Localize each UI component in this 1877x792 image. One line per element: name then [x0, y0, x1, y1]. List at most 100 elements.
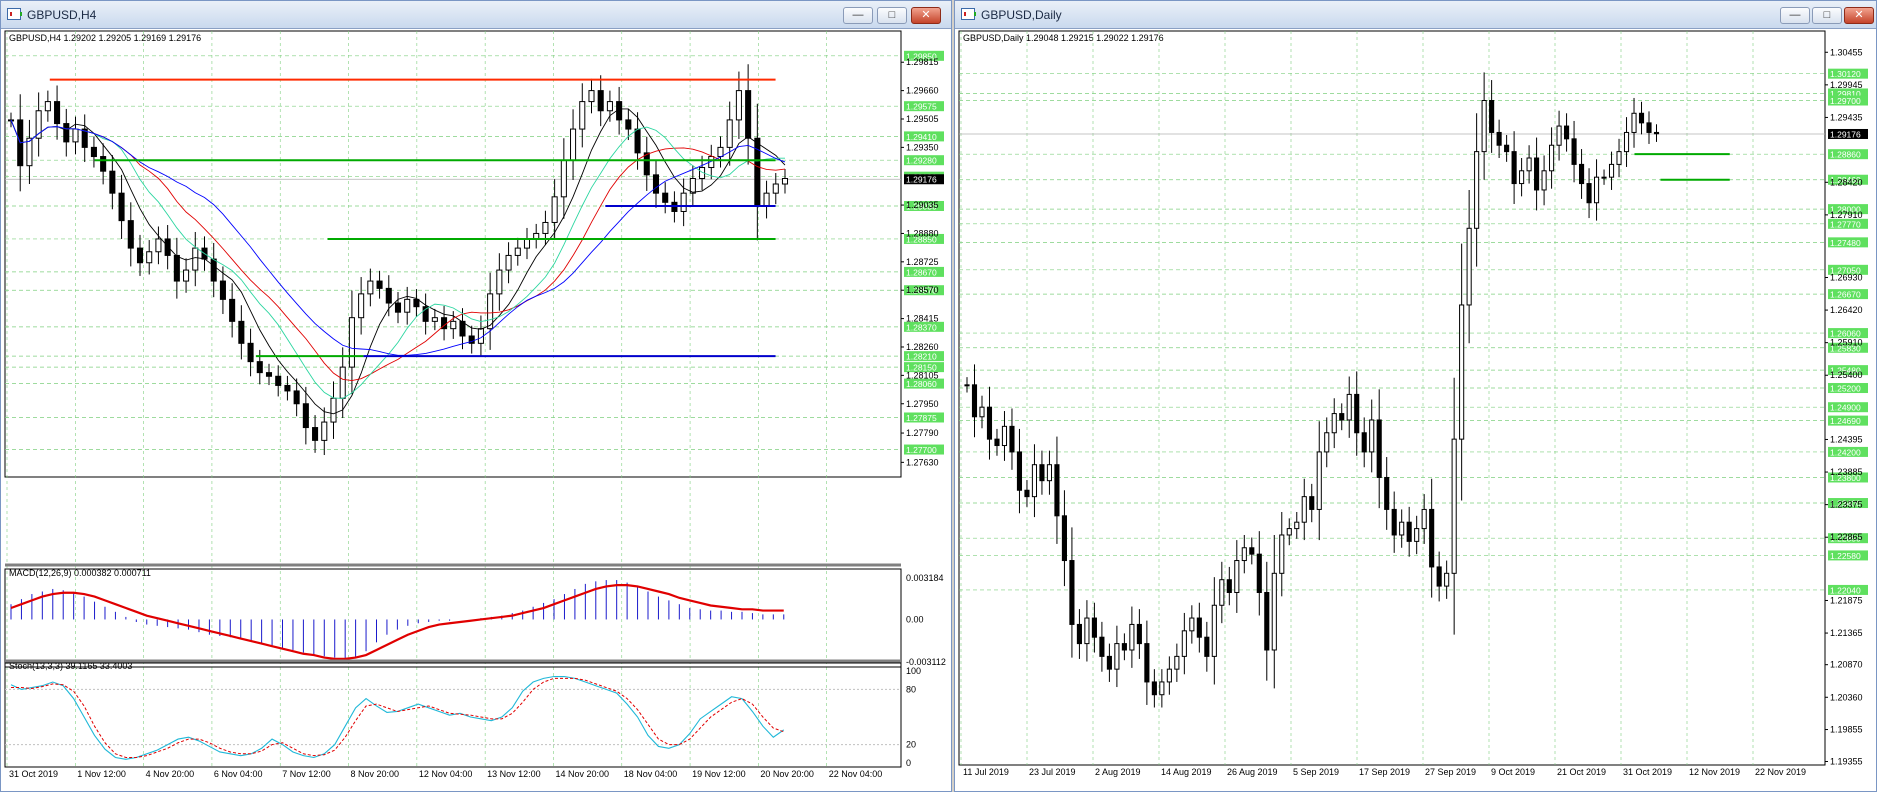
x-axis-tick-label: 5 Sep 2019: [1293, 767, 1339, 777]
candle-body: [1616, 151, 1622, 165]
level-tag-background: [1828, 584, 1868, 595]
candle-body: [1421, 508, 1427, 530]
y-axis-tick-label: 1.29350: [906, 142, 939, 152]
candle-body: [1264, 591, 1270, 651]
y-axis-tick-label: 1.28570: [906, 285, 939, 295]
candle-body: [219, 280, 226, 300]
level-tag-background: [904, 351, 944, 362]
candle-body: [72, 128, 79, 143]
macd-tick-label: 0.00: [906, 614, 924, 624]
candle-body: [1316, 451, 1322, 510]
candle-body: [385, 287, 392, 304]
y-axis-tick-label: 1.28880: [906, 228, 939, 238]
level-tag-background: [1828, 264, 1868, 275]
candle-body: [1481, 100, 1487, 153]
level-tag-label: 1.26060: [1830, 329, 1861, 339]
candle-body: [1354, 393, 1360, 434]
candle-body: [652, 174, 660, 194]
level-tag-label: 1.22850: [1830, 534, 1861, 544]
candle-body: [1406, 521, 1412, 542]
candle-body: [1361, 432, 1367, 453]
candle-body: [1241, 547, 1247, 562]
level-tag-background: [1828, 95, 1868, 106]
candle-body: [63, 123, 70, 143]
candle-body: [1091, 617, 1097, 638]
candle-body: [1631, 112, 1637, 133]
candle-body: [1256, 553, 1262, 593]
candle-body: [1054, 464, 1060, 517]
x-axis-tick-label: 7 Nov 12:00: [282, 769, 331, 779]
daily-chart-window[interactable]: GBPUSD,Daily — □ ✕ GBPUSD,Daily 1.29048 …: [954, 0, 1877, 792]
candle-body: [1534, 157, 1540, 191]
h4-window-titlebar[interactable]: GBPUSD,H4 — □ ✕: [1, 1, 951, 29]
candle-body: [1436, 566, 1442, 587]
level-tag-label: 1.22580: [1830, 551, 1861, 561]
candle-body: [376, 280, 383, 289]
daily-window-titlebar[interactable]: GBPUSD,Daily — □ ✕: [955, 1, 1876, 29]
level-tag-background: [904, 412, 944, 423]
close-button[interactable]: ✕: [1844, 7, 1874, 24]
minimize-button[interactable]: —: [1780, 7, 1810, 24]
candle-body: [1061, 515, 1067, 562]
level-tag-label: 1.29030: [906, 201, 937, 211]
close-button[interactable]: ✕: [911, 7, 941, 24]
maximize-button[interactable]: □: [1812, 7, 1842, 24]
moving-average-line: [10, 119, 786, 382]
candle-body: [1593, 176, 1600, 204]
daily-chart-canvas[interactable]: GBPUSD,Daily 1.29048 1.29215 1.29022 1.2…: [955, 29, 1876, 791]
y-axis-tick-label: 1.28725: [906, 257, 939, 267]
level-tag-label: 1.29810: [1830, 89, 1861, 99]
candle-body: [1586, 183, 1592, 204]
candle-body: [1294, 521, 1300, 530]
h4-chart-window[interactable]: GBPUSD,H4 — □ ✕ GBPUSD,H4 1.29202 1.2920…: [0, 0, 952, 792]
candle-body: [413, 298, 420, 308]
level-tag-label: 1.28850: [906, 234, 937, 244]
maximize-button[interactable]: □: [877, 7, 907, 24]
candle-body: [238, 320, 245, 344]
candle-body: [1001, 425, 1008, 447]
candle-body: [1466, 227, 1472, 306]
candle-body: [662, 192, 669, 203]
candle-body: [1556, 125, 1562, 146]
chart-window-icon: [961, 8, 976, 20]
candle-body: [1114, 643, 1120, 670]
level-tag-label: 1.25830: [1830, 343, 1861, 353]
x-axis-tick-label: 14 Aug 2019: [1161, 767, 1212, 777]
candle-body: [1623, 131, 1630, 153]
candle-body: [348, 317, 355, 368]
candle-body: [994, 438, 1000, 447]
candle-body: [1016, 451, 1023, 491]
candle-body: [1046, 464, 1053, 482]
candle-body: [1376, 419, 1382, 478]
candle-body: [1339, 413, 1345, 421]
minimize-button[interactable]: —: [843, 7, 873, 24]
candle-body: [302, 403, 309, 429]
y-axis-tick-label: 1.24395: [1830, 434, 1863, 444]
candle-body: [634, 128, 641, 154]
level-tag-background: [904, 131, 944, 142]
candle-body: [1159, 681, 1165, 696]
candle-body: [127, 220, 134, 249]
candle-body: [1204, 636, 1210, 657]
candle-body: [1279, 534, 1285, 574]
candle-body: [1474, 151, 1480, 229]
level-tag-background: [1828, 365, 1868, 376]
candle-body: [422, 306, 429, 322]
level-tag-background: [1828, 415, 1868, 426]
macd-signal-line: [10, 584, 784, 660]
candle-body: [1541, 170, 1547, 191]
candle-body: [1166, 668, 1172, 683]
candle-body: [781, 178, 789, 185]
h4-chart-canvas[interactable]: GBPUSD,H4 1.29202 1.29205 1.29169 1.2917…: [1, 29, 951, 791]
candle-body: [1009, 425, 1015, 453]
candle-body: [643, 152, 650, 176]
level-tag-label: 1.28370: [906, 322, 937, 332]
x-axis-tick-label: 18 Nov 04:00: [624, 769, 678, 779]
candle-body: [1121, 643, 1127, 651]
level-tag-label: 1.28460: [1830, 175, 1861, 185]
level-tag-background: [904, 50, 944, 61]
y-axis-tick-label: 1.30455: [1830, 47, 1863, 57]
level-tag-label: 1.30120: [1830, 69, 1861, 79]
candle-body: [979, 406, 985, 418]
candle-body: [1526, 157, 1532, 172]
